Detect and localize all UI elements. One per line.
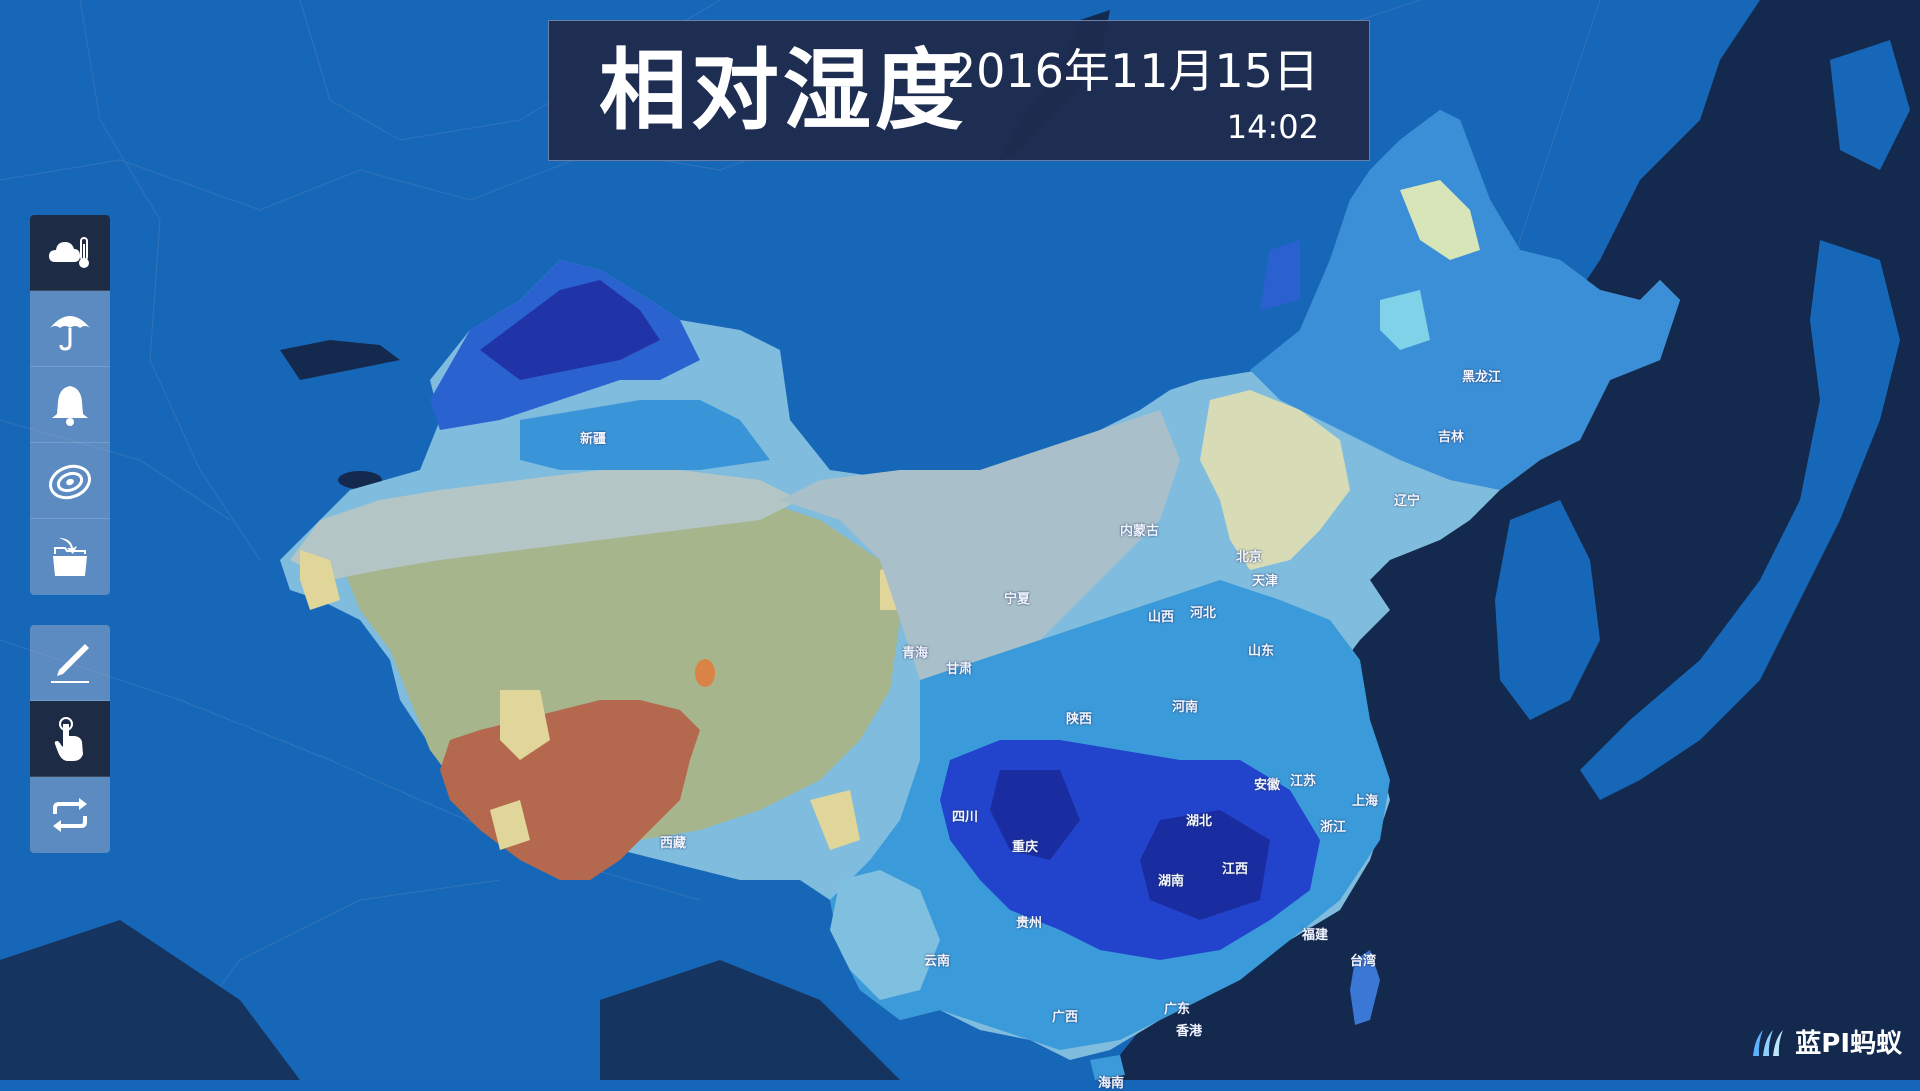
province-label-shanxi: 山西 xyxy=(1148,606,1174,625)
province-label-shandong: 山东 xyxy=(1248,640,1274,659)
hand-pointer-icon xyxy=(45,714,95,764)
action-toolbar xyxy=(30,625,110,853)
pen-icon xyxy=(45,638,95,688)
province-label-heilongjiang: 黑龙江 xyxy=(1462,366,1501,385)
title-panel: 相对湿度 2016年11月15日 14:02 xyxy=(548,20,1370,161)
pointer-button[interactable] xyxy=(30,701,110,777)
province-label-hainan: 海南 xyxy=(1098,1072,1124,1091)
province-label-liaoning: 辽宁 xyxy=(1394,490,1420,509)
province-label-qinghai: 青海 xyxy=(902,642,928,661)
province-label-xizang: 西藏 xyxy=(660,832,686,851)
province-label-zhejiang: 浙江 xyxy=(1320,816,1346,835)
umbrella-icon xyxy=(45,304,95,354)
precipitation-button[interactable] xyxy=(30,291,110,367)
province-label-hebei: 河北 xyxy=(1190,602,1216,621)
province-label-tianjin: 天津 xyxy=(1252,570,1278,589)
lanpi-logo-icon xyxy=(1749,1026,1789,1058)
contour-button[interactable] xyxy=(30,443,110,519)
contour-icon xyxy=(45,456,95,506)
province-label-ningxia: 宁夏 xyxy=(1004,588,1030,607)
repeat-icon xyxy=(45,790,95,840)
weather-temperature-button[interactable] xyxy=(30,215,110,291)
alert-button[interactable] xyxy=(30,367,110,443)
open-folder-button[interactable] xyxy=(30,519,110,595)
province-label-beijing: 北京 xyxy=(1236,546,1262,565)
cloud-thermometer-icon xyxy=(45,228,95,278)
province-label-fujian: 福建 xyxy=(1302,924,1328,943)
province-label-yunnan: 云南 xyxy=(924,950,950,969)
province-label-xinjiang: 新疆 xyxy=(580,428,606,447)
province-label-jilin: 吉林 xyxy=(1438,426,1464,445)
province-label-hubei: 湖北 xyxy=(1186,810,1212,829)
province-label-neimenggu: 内蒙古 xyxy=(1120,520,1159,539)
province-label-jiangxi: 江西 xyxy=(1222,858,1248,877)
province-label-anhui: 安徽 xyxy=(1254,774,1280,793)
province-label-chongqing: 重庆 xyxy=(1012,836,1038,855)
brand-logo: 蓝PI蚂蚁 xyxy=(1749,1023,1902,1060)
bell-icon xyxy=(45,380,95,430)
province-label-jiangsu: 江苏 xyxy=(1290,770,1316,789)
date-label: 2016年11月15日 xyxy=(947,43,1319,99)
province-label-taiwan: 台湾 xyxy=(1350,950,1376,969)
province-label-shaanxi: 陕西 xyxy=(1066,708,1092,727)
province-label-shanghai: 上海 xyxy=(1352,790,1378,809)
province-label-henan: 河南 xyxy=(1172,696,1198,715)
province-label-guizhou: 贵州 xyxy=(1016,912,1042,931)
repeat-button[interactable] xyxy=(30,777,110,853)
time-label: 14:02 xyxy=(1227,107,1319,147)
province-label-guangdong: 广东 xyxy=(1164,998,1190,1017)
province-label-sichuan: 四川 xyxy=(952,806,978,825)
province-label-gansu: 甘肃 xyxy=(946,658,972,677)
page-title: 相对湿度 xyxy=(599,41,967,141)
province-label-hongkong: 香港 xyxy=(1176,1020,1202,1039)
province-label-hunan: 湖南 xyxy=(1158,870,1184,889)
province-label-guangxi: 广西 xyxy=(1052,1006,1078,1025)
draw-button[interactable] xyxy=(30,625,110,701)
brand-text: 蓝PI蚂蚁 xyxy=(1795,1023,1902,1060)
zone-dry-orange xyxy=(695,659,715,687)
layer-toolbar xyxy=(30,215,110,595)
open-folder-icon xyxy=(45,532,95,582)
